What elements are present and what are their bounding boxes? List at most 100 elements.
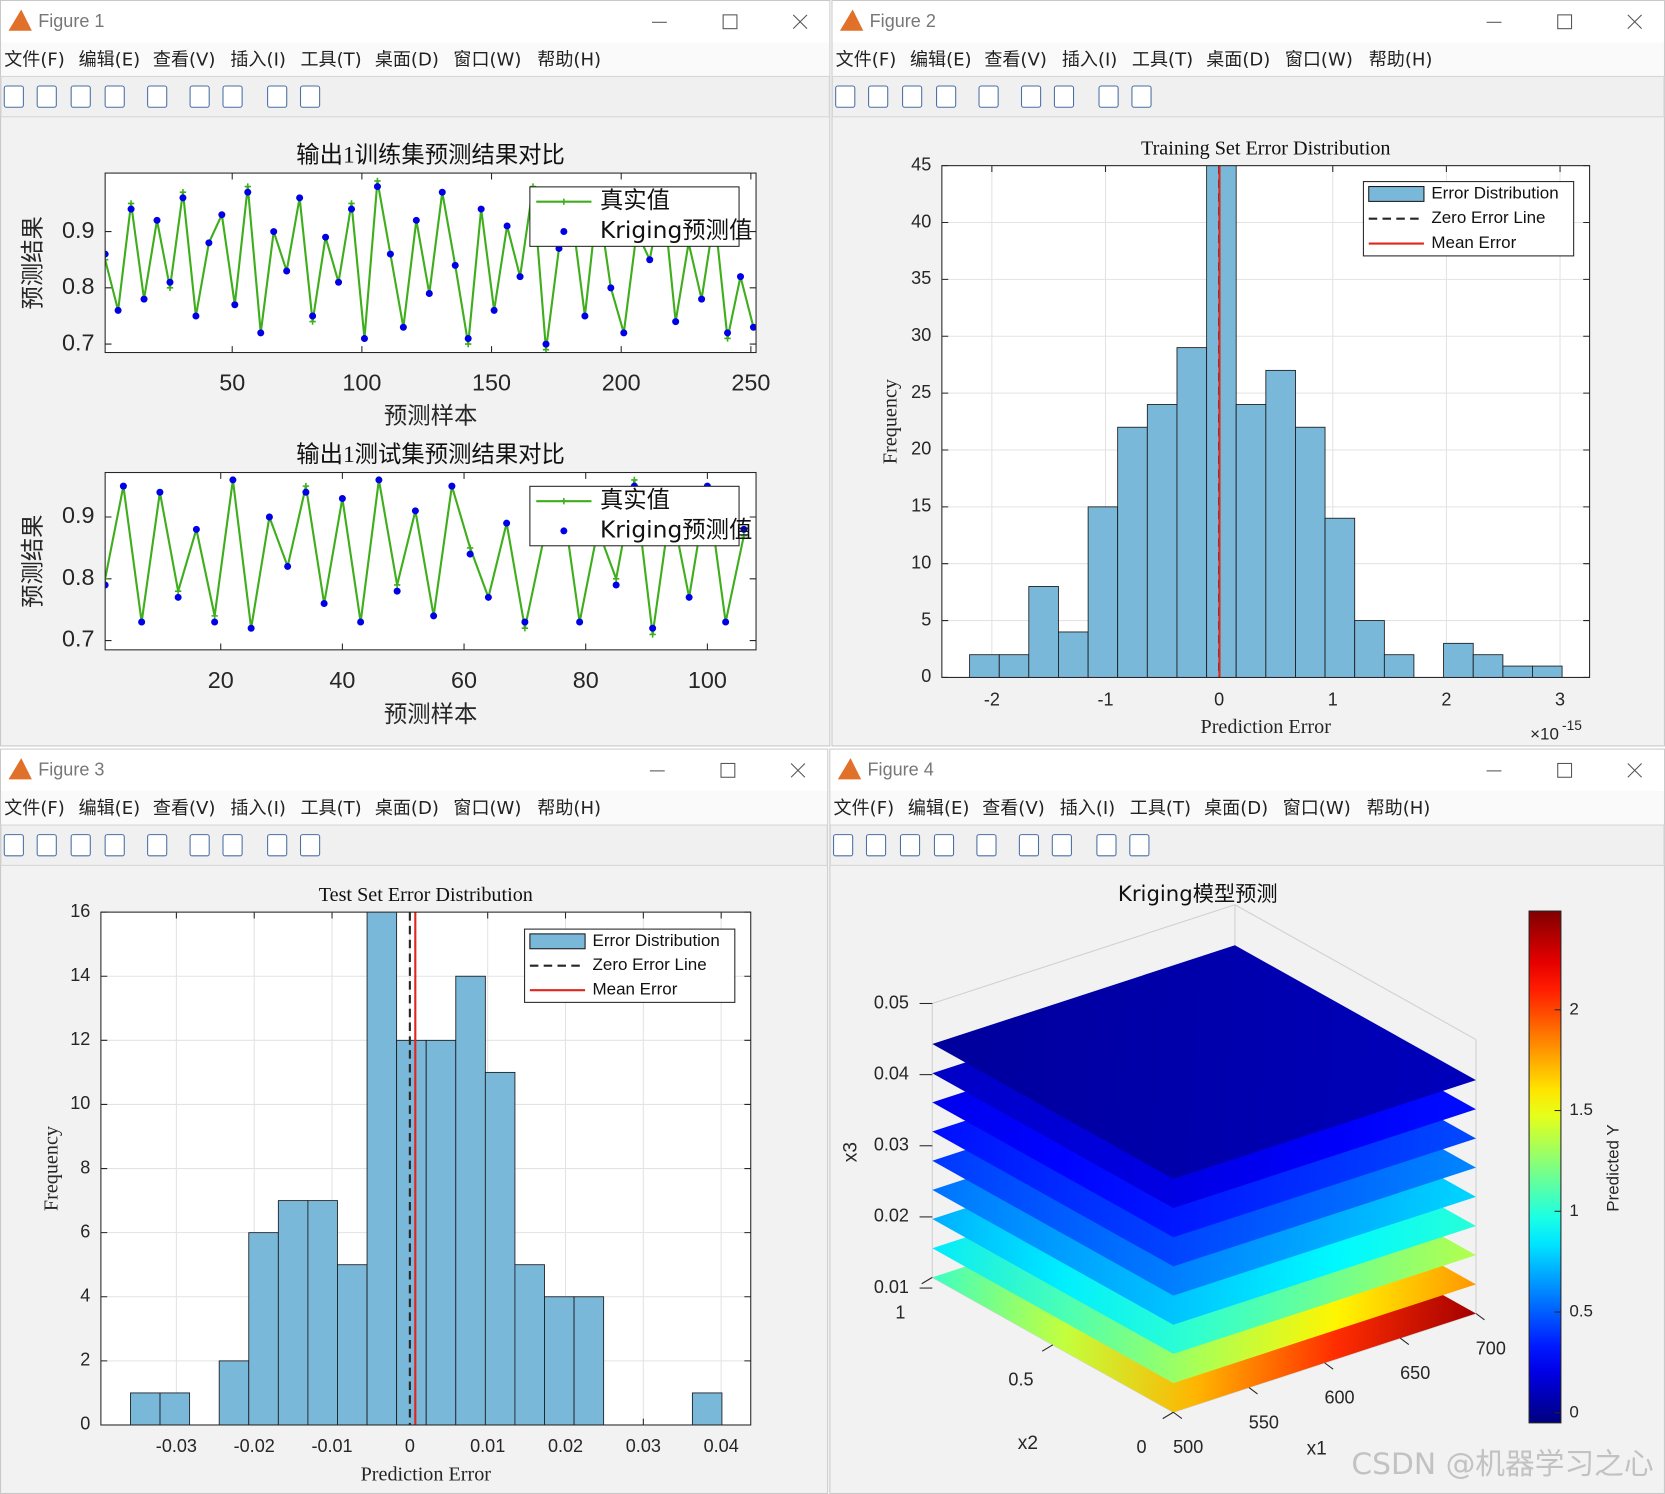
- toolbar-button[interactable]: [222, 834, 243, 857]
- toolbar-button[interactable]: [189, 85, 210, 108]
- legend-marker: [560, 227, 568, 235]
- close-button[interactable]: [790, 763, 806, 778]
- toolbar: [829, 824, 1665, 866]
- data-point: [516, 273, 524, 281]
- toolbar-button[interactable]: [976, 834, 997, 857]
- menu-item[interactable]: 窗口(W): [453, 50, 521, 71]
- menu-item[interactable]: 桌面(D): [1204, 798, 1268, 819]
- menu-item[interactable]: 工具(T): [1132, 50, 1193, 71]
- menu-item[interactable]: 插入(I): [1062, 50, 1118, 71]
- close-button[interactable]: [1627, 14, 1642, 30]
- menu-item[interactable]: 编辑(E): [79, 50, 141, 71]
- title-bar: [1, 1, 830, 43]
- toolbar-button[interactable]: [868, 85, 889, 108]
- menu-item[interactable]: 工具(T): [301, 50, 362, 71]
- histogram-bar: [1472, 654, 1504, 678]
- menu-item[interactable]: 查看(V): [153, 798, 216, 819]
- menu-item[interactable]: 窗口(W): [1285, 50, 1353, 71]
- menu-item[interactable]: 插入(I): [230, 798, 285, 819]
- menu-item[interactable]: 窗口(W): [1283, 798, 1351, 819]
- data-point: [464, 334, 472, 342]
- menu-item[interactable]: 查看(V): [153, 50, 216, 71]
- toolbar-button[interactable]: [1096, 834, 1117, 857]
- legend-label: Zero Error Line: [1431, 208, 1545, 227]
- menu-item[interactable]: 帮助(H): [537, 798, 601, 819]
- menu-item[interactable]: 编辑(E): [908, 798, 970, 819]
- toolbar-button[interactable]: [902, 85, 923, 108]
- menu-item[interactable]: 帮助(H): [537, 50, 601, 71]
- axes-title: Training Set Error Distribution: [1141, 137, 1391, 159]
- toolbar-button[interactable]: [36, 834, 57, 857]
- toolbar-button[interactable]: [147, 85, 168, 108]
- toolbar-button[interactable]: [104, 85, 125, 108]
- menu-item[interactable]: 窗口(W): [453, 798, 521, 819]
- data-point: [607, 284, 615, 292]
- histogram-bar: [1117, 426, 1148, 678]
- toolbar-button[interactable]: [267, 85, 288, 108]
- toolbar-button[interactable]: [833, 834, 854, 857]
- menu-item[interactable]: 文件(F): [836, 50, 897, 71]
- toolbar-button[interactable]: [3, 834, 24, 857]
- toolbar-button[interactable]: [299, 834, 321, 857]
- axes-title: 输出1测试集预测结果对比: [296, 441, 565, 468]
- menu-item[interactable]: 查看(V): [984, 50, 1047, 71]
- legend-label: 真实值: [600, 186, 670, 214]
- menu-item[interactable]: 文件(F): [4, 798, 65, 819]
- toolbar-button[interactable]: [1018, 834, 1040, 857]
- data-point: [503, 222, 511, 230]
- toolbar-button[interactable]: [1051, 834, 1072, 857]
- toolbar-button[interactable]: [1131, 85, 1152, 108]
- y-tick-label: 4: [80, 1286, 90, 1306]
- legend: [529, 485, 740, 547]
- toolbar-button[interactable]: [1053, 85, 1075, 108]
- toolbar-button[interactable]: [936, 85, 957, 108]
- x-tick: [1475, 1313, 1485, 1321]
- legend-patch: [529, 933, 586, 950]
- toolbar-button[interactable]: [222, 85, 243, 108]
- menu-item[interactable]: 桌面(D): [375, 50, 439, 71]
- close-button[interactable]: [1627, 763, 1642, 778]
- menu-item[interactable]: 编辑(E): [79, 798, 141, 819]
- axes-box: [104, 471, 757, 651]
- close-button[interactable]: [792, 14, 808, 30]
- toolbar-button[interactable]: [70, 85, 91, 108]
- maximize-button[interactable]: [722, 14, 738, 30]
- toolbar-button[interactable]: [933, 834, 955, 857]
- toolbar-button[interactable]: [1098, 85, 1119, 108]
- toolbar-button[interactable]: [70, 834, 91, 857]
- toolbar-button[interactable]: [267, 834, 288, 857]
- toolbar-button[interactable]: [899, 834, 921, 857]
- menu-item[interactable]: 桌面(D): [1206, 50, 1270, 71]
- toolbar-button[interactable]: [865, 834, 887, 857]
- slice: [932, 945, 1476, 1179]
- toolbar-button[interactable]: [189, 834, 210, 857]
- toolbar-button[interactable]: [978, 85, 999, 108]
- toolbar-button[interactable]: [104, 834, 125, 857]
- menu-item[interactable]: 编辑(E): [910, 50, 972, 71]
- menu-item[interactable]: 插入(I): [1060, 798, 1116, 819]
- menu-item[interactable]: 工具(T): [301, 798, 362, 819]
- menu-item[interactable]: 工具(T): [1130, 798, 1191, 819]
- menu-item[interactable]: 帮助(H): [1367, 798, 1431, 819]
- menu-item[interactable]: 文件(F): [4, 50, 65, 71]
- maximize-button[interactable]: [1557, 14, 1573, 30]
- toolbar-button[interactable]: [1020, 85, 1042, 108]
- menu-item[interactable]: 文件(F): [834, 798, 895, 819]
- toolbar-button[interactable]: [299, 85, 321, 108]
- toolbar-button[interactable]: [3, 85, 24, 108]
- toolbar-button[interactable]: [36, 85, 57, 108]
- menu-item[interactable]: 桌面(D): [375, 798, 439, 819]
- maximize-button[interactable]: [1557, 762, 1573, 778]
- toolbar-button[interactable]: [1129, 834, 1150, 857]
- data-point: [484, 593, 492, 601]
- menu-item[interactable]: 帮助(H): [1369, 50, 1433, 71]
- toolbar-button[interactable]: [835, 85, 856, 108]
- histogram-bar: [1146, 404, 1178, 678]
- maximize-button[interactable]: [720, 762, 736, 778]
- menu-item[interactable]: 插入(I): [230, 50, 285, 71]
- y-axis-label: 预测结果: [19, 514, 46, 607]
- toolbar-button[interactable]: [147, 834, 168, 857]
- histogram-bar: [1324, 517, 1356, 678]
- menu-item[interactable]: 查看(V): [982, 798, 1045, 819]
- data-point: [309, 312, 317, 320]
